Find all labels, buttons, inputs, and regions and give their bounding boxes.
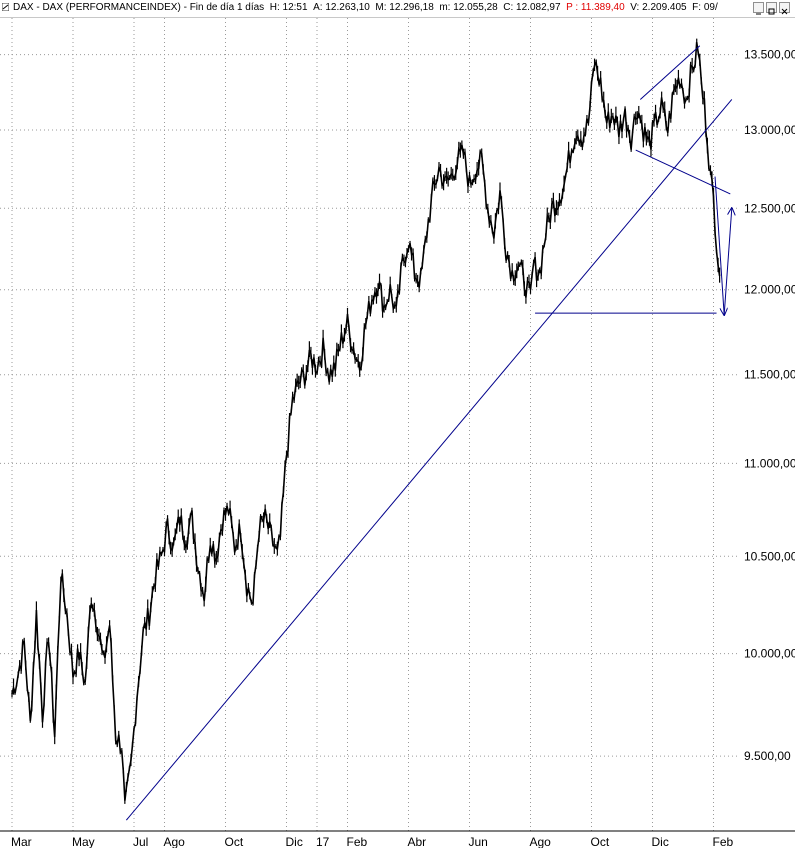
x-tick-label: Jul bbox=[133, 835, 148, 848]
x-tick-label: Oct bbox=[225, 835, 244, 848]
date-readout: F: 09/ bbox=[692, 2, 718, 13]
y-axis-labels: 9.500,00 10.000,00 10.500,00 11.000,00 11.50… bbox=[744, 48, 795, 763]
y-tick-label: 10.500,00 bbox=[744, 549, 795, 563]
maximize-button[interactable] bbox=[766, 2, 777, 15]
minimize-button[interactable] bbox=[753, 2, 764, 15]
x-tick-label: Feb bbox=[347, 835, 368, 848]
y-tick-label: 11.000,00 bbox=[744, 456, 795, 470]
chart-grid bbox=[0, 18, 740, 831]
price-series bbox=[11, 38, 721, 804]
trendline bbox=[639, 45, 701, 100]
x-tick-label: Abr bbox=[408, 835, 427, 848]
x-axis-labels: Mar May Jul Ago Oct Dic 17 Feb Abr Jun Ago Oct Dic Fe… bbox=[11, 835, 734, 848]
y-tick-label: 13.500,00 bbox=[744, 48, 795, 62]
trendline bbox=[125, 99, 733, 821]
y-tick-label: 9.500,00 bbox=[744, 749, 791, 763]
close-button[interactable] bbox=[779, 2, 790, 15]
open-readout: A: 12.263,10 bbox=[313, 2, 370, 13]
y-tick-label: 11.500,00 bbox=[744, 368, 795, 382]
y-tick-label: 10.000,00 bbox=[744, 647, 795, 661]
high-readout: M: 12.296,18 bbox=[375, 2, 434, 13]
window-title: DAX - DAX (PERFORMANCEINDEX) - Fin de dí… bbox=[13, 2, 718, 13]
x-tick-label: Mar bbox=[11, 835, 32, 848]
x-tick-label: Ago bbox=[530, 835, 552, 848]
instrument-name: DAX - DAX (PERFORMANCEINDEX) bbox=[13, 2, 181, 13]
price-line bbox=[11, 41, 721, 801]
y-tick-label: 12.500,00 bbox=[744, 201, 795, 215]
volume-readout: V: 2.209.405 bbox=[630, 2, 687, 13]
x-tick-label: Feb bbox=[713, 835, 734, 848]
y-tick-label: 12.000,00 bbox=[744, 283, 795, 297]
trendline-annotations bbox=[125, 45, 733, 821]
close-icon bbox=[781, 8, 788, 15]
hour-readout: H: 12:51 bbox=[269, 2, 308, 13]
x-tick-label: Ago bbox=[164, 835, 186, 848]
x-tick-label: Dic bbox=[652, 835, 669, 848]
x-tick-label: May bbox=[72, 835, 95, 848]
chart-window-icon bbox=[2, 3, 9, 11]
low-readout: m: 12.055,28 bbox=[439, 2, 498, 13]
x-tick-label: Oct bbox=[591, 835, 610, 848]
minimize-icon bbox=[756, 13, 761, 15]
x-tick-label: 17 bbox=[316, 835, 330, 848]
projection-arrow bbox=[714, 176, 724, 315]
x-tick-label: Dic bbox=[286, 835, 303, 848]
x-tick-label: Jun bbox=[469, 835, 488, 848]
trendline bbox=[635, 149, 731, 195]
close-readout: C: 12.082,97 bbox=[503, 2, 561, 13]
p-readout: P : 11.389,40 bbox=[566, 2, 625, 13]
projection-arrow bbox=[723, 208, 732, 315]
maximize-icon bbox=[768, 8, 775, 15]
window-title-bar: DAX - DAX (PERFORMANCEINDEX) - Fin de dí… bbox=[0, 0, 795, 18]
period-label: Fin de día 1 días bbox=[189, 2, 265, 13]
y-tick-label: 13.000,00 bbox=[744, 123, 795, 137]
